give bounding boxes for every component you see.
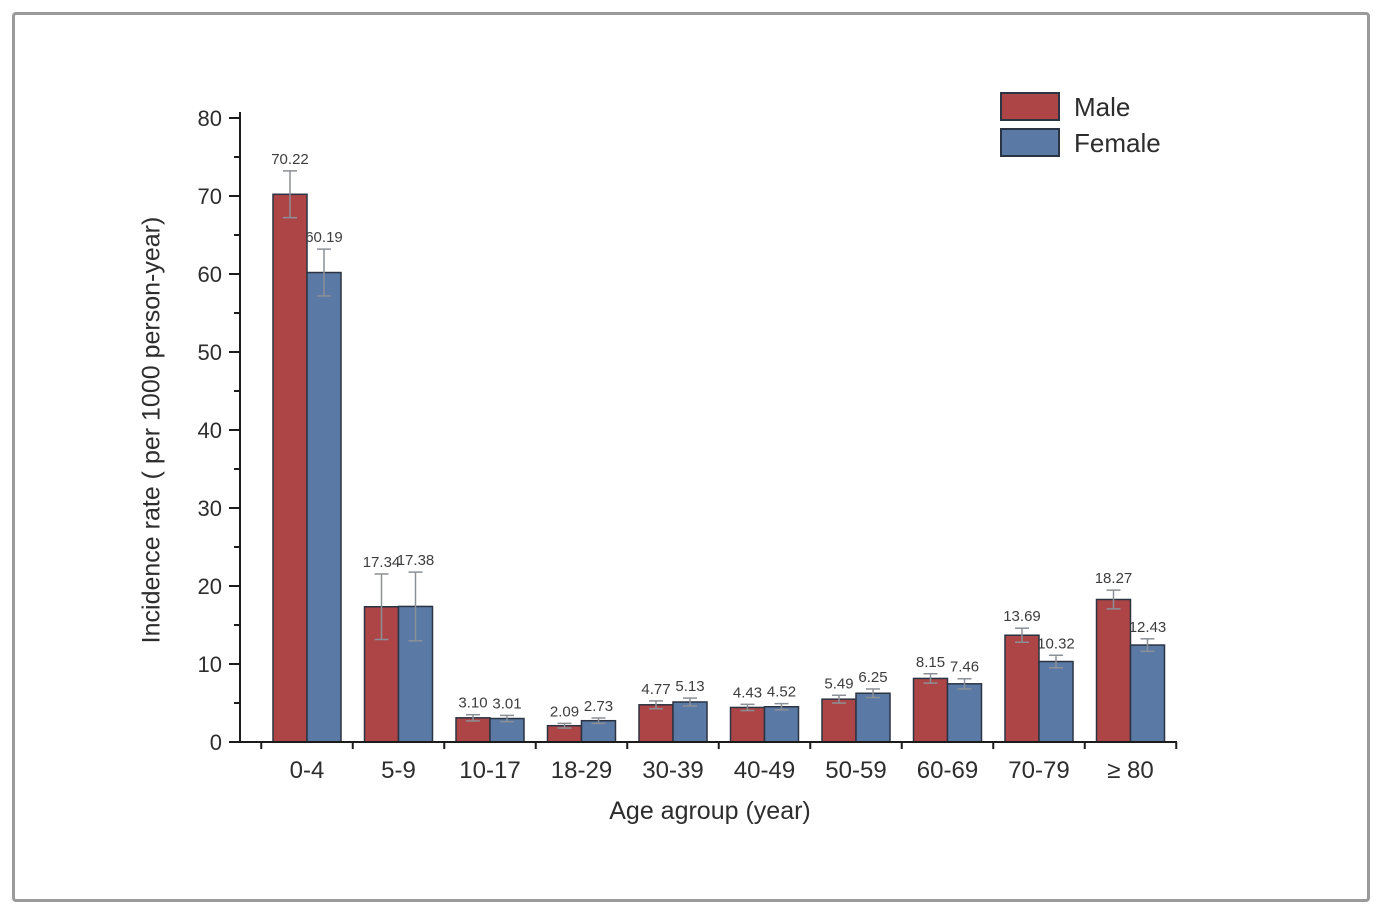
bar-male <box>729 706 766 743</box>
bar-group-female-60-69: 7.46 <box>946 659 983 743</box>
bar-value-label: 4.77 <box>641 681 670 698</box>
bar-group-female-40-49: 4.52 <box>763 684 800 743</box>
y-tick-label: 10 <box>198 652 222 677</box>
bar-group-female-18-29: 2.73 <box>580 698 617 743</box>
bar-value-label: 17.34 <box>363 554 401 571</box>
bar-group-male-0-4: 70.22 <box>271 151 309 743</box>
x-tick-label: ≥ 80 <box>1107 757 1154 784</box>
x-tick-label: 5-9 <box>381 757 416 784</box>
y-tick-label: 0 <box>210 730 222 755</box>
y-tick-label: 50 <box>198 340 222 365</box>
bar-female <box>763 705 800 743</box>
legend-label-male: Male <box>1074 91 1131 122</box>
bar-value-label: 5.49 <box>824 675 853 692</box>
x-axis-title: Age agroup (year) <box>609 797 811 825</box>
legend-item-male: Male <box>1000 92 1161 121</box>
x-tick-label: 10-17 <box>459 757 520 784</box>
bar-group-female-10-17: 3.01 <box>489 695 525 743</box>
bar-group-male-50-59: 5.49 <box>821 675 857 743</box>
bar-value-label: 60.19 <box>305 229 343 246</box>
bar-value-label: 18.27 <box>1095 570 1133 587</box>
x-tick-label: 70-79 <box>1008 757 1069 784</box>
bar-group-female-5-9: 17.38 <box>397 552 435 743</box>
bar-male <box>821 698 857 743</box>
bar-value-label: 10.32 <box>1037 635 1075 652</box>
bar-value-label: 12.43 <box>1129 619 1167 636</box>
bar-male <box>272 193 308 743</box>
bar-value-label: 6.25 <box>858 669 887 686</box>
bar-value-label: 3.10 <box>458 695 487 712</box>
bar-male <box>1095 598 1132 743</box>
bar-female <box>1129 644 1166 743</box>
bar-female <box>672 701 708 743</box>
bar-value-label: 2.09 <box>550 703 579 720</box>
bar-group-female-0-4: 60.19 <box>305 229 343 743</box>
bar-group-female-50-59: 6.25 <box>855 669 891 743</box>
bar-male <box>1004 634 1040 743</box>
bar-group-female-30-39: 5.13 <box>672 678 708 743</box>
bar-group-male-5-9: 17.34 <box>363 554 401 743</box>
bar-value-label: 3.01 <box>492 695 521 712</box>
bar-group-female-≥ 80: 12.43 <box>1129 619 1167 743</box>
bar-group-male-40-49: 4.43 <box>729 684 766 743</box>
bar-value-label: 8.15 <box>916 654 945 671</box>
y-tick-label: 60 <box>198 262 222 287</box>
bar-male <box>912 677 949 743</box>
x-tick-label: 40-49 <box>734 757 795 784</box>
bar-group-male-18-29: 2.09 <box>546 703 583 743</box>
bar-female <box>855 692 891 743</box>
bar-value-label: 17.38 <box>397 552 435 569</box>
bar-value-label: 4.43 <box>733 684 762 701</box>
bar-female <box>946 683 983 743</box>
y-tick-label: 40 <box>198 418 222 443</box>
bar-value-label: 70.22 <box>271 151 309 168</box>
legend-swatch-male-icon <box>1000 92 1060 121</box>
bar-value-label: 7.46 <box>950 659 979 676</box>
x-tick-label: 0-4 <box>290 757 325 784</box>
x-tick-label: 30-39 <box>642 757 703 784</box>
bar-value-label: 2.73 <box>584 698 613 715</box>
bar-male <box>638 704 674 743</box>
legend: Male Female <box>1000 92 1161 157</box>
bar-group-male-≥ 80: 18.27 <box>1095 570 1133 743</box>
y-tick-label: 30 <box>198 496 222 521</box>
x-tick-label: 50-59 <box>825 757 886 784</box>
y-tick-label: 20 <box>198 574 222 599</box>
x-tick-label: 60-69 <box>917 757 978 784</box>
legend-item-female: Female <box>1000 128 1161 157</box>
bar-value-label: 5.13 <box>675 678 704 695</box>
bar-group-male-60-69: 8.15 <box>912 654 949 743</box>
bar-value-label: 4.52 <box>767 684 796 701</box>
bar-group-male-30-39: 4.77 <box>638 681 674 743</box>
bar-value-label: 13.69 <box>1003 608 1041 625</box>
bar-group-male-10-17: 3.10 <box>455 695 491 743</box>
y-tick-label: 80 <box>198 106 222 131</box>
bar-female <box>1038 660 1074 743</box>
legend-label-female: Female <box>1074 127 1161 158</box>
y-tick-label: 70 <box>198 184 222 209</box>
legend-swatch-female-icon <box>1000 128 1060 157</box>
x-tick-label: 18-29 <box>551 757 612 784</box>
bar-female <box>306 271 342 743</box>
bar-group-male-70-79: 13.69 <box>1003 608 1041 743</box>
y-axis-title: Incidence rate ( per 1000 person-year) <box>137 216 166 644</box>
bar-group-female-70-79: 10.32 <box>1037 635 1075 743</box>
